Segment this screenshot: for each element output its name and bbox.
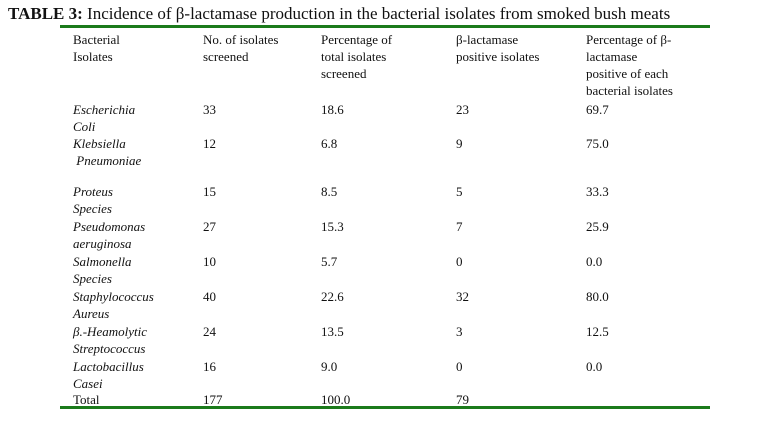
row-pct-total: 6.8 [321,136,338,151]
total-positive: 79 [456,392,469,407]
total-pct-total: 100.0 [321,392,351,407]
header-line: positive isolates [456,49,540,64]
name-line: Pseudomonas [73,219,146,234]
row-positive: 0 [456,254,463,269]
name-line: Aureus [73,306,110,321]
name-line: Casei [73,376,103,391]
name-line: Staphylococcus [73,289,154,304]
row-pct-positive: 0.0 [586,359,603,374]
row-screened: 27 [203,219,216,234]
header-line: β-lactamase [456,32,519,47]
header-line: Percentage of β- [586,32,672,47]
header-bacterial-isolates: Bacterial Isolates [73,31,120,65]
row-screened: 15 [203,184,216,199]
header-line: total isolates [321,49,387,64]
header-percent-positive: Percentage of β- lactamase positive of e… [586,31,673,99]
row-screened: 40 [203,289,216,304]
row-positive: 9 [456,136,463,151]
header-line: No. of isolates [203,32,279,47]
row-pct-total: 8.5 [321,184,338,199]
row-name: Salmonella Species [73,253,132,287]
name-line: aeruginosa [73,236,132,251]
header-positive-isolates: β-lactamase positive isolates [456,31,539,65]
row-pct-positive: 25.9 [586,219,609,234]
row-screened: 16 [203,359,216,374]
row-name: β.-Heamolytic Streptococcus [73,323,147,357]
row-pct-positive: 0.0 [586,254,603,269]
table-number: TABLE 3: [8,4,83,23]
name-line: Salmonella [73,254,132,269]
row-positive: 7 [456,219,463,234]
row-pct-positive: 69.7 [586,102,609,117]
name-line: Coli [73,119,96,134]
row-positive: 5 [456,184,463,199]
row-pct-positive: 12.5 [586,324,609,339]
row-pct-total: 13.5 [321,324,344,339]
name-line: Streptococcus [73,341,146,356]
header-line: Bacterial [73,32,120,47]
row-screened: 12 [203,136,216,151]
name-line: Pneumoniae [73,153,142,168]
row-name: Staphylococcus Aureus [73,288,154,322]
row-pct-total: 15.3 [321,219,344,234]
header-line: positive of each [586,66,669,81]
name-line: Lactobacillus [73,359,144,374]
header-percent-total: Percentage of total isolates screened [321,31,392,82]
row-pct-total: 18.6 [321,102,344,117]
total-label: Total [73,392,100,407]
name-line: Proteus [73,184,113,199]
row-screened: 10 [203,254,216,269]
name-line: Escherichia [73,102,136,117]
row-pct-total: 22.6 [321,289,344,304]
row-pct-total: 9.0 [321,359,338,374]
row-name: Escherichia Coli [73,101,135,135]
bottom-rule [60,406,710,409]
header-line: bacterial isolates [586,83,673,98]
row-pct-positive: 75.0 [586,136,609,151]
row-positive: 32 [456,289,469,304]
row-positive: 23 [456,102,469,117]
header-line: screened [321,66,367,81]
top-rule [60,25,710,28]
row-screened: 33 [203,102,216,117]
row-pct-positive: 80.0 [586,289,609,304]
header-line: Percentage of [321,32,393,47]
name-line: Species [73,201,112,216]
header-number-screened: No. of isolates screened [203,31,278,65]
total-screened: 177 [203,392,223,407]
name-line: β.-Heamolytic [73,324,147,339]
row-pct-total: 5.7 [321,254,338,269]
header-line: screened [203,49,249,64]
table-caption: Incidence of β-lactamase production in t… [82,4,671,23]
name-line: Species [73,271,112,286]
row-name: Klebsiella Pneumoniae [73,135,141,169]
name-line: Klebsiella [73,136,126,151]
row-positive: 3 [456,324,463,339]
row-positive: 0 [456,359,463,374]
row-name: Lactobacillus Casei [73,358,144,392]
table-title: TABLE 3: Incidence of β-lactamase produc… [8,4,768,24]
row-name: Pseudomonas aeruginosa [73,218,145,252]
row-pct-positive: 33.3 [586,184,609,199]
header-line: Isolates [73,49,113,64]
row-name: Proteus Species [73,183,113,217]
header-line: lactamase [586,49,638,64]
row-screened: 24 [203,324,216,339]
